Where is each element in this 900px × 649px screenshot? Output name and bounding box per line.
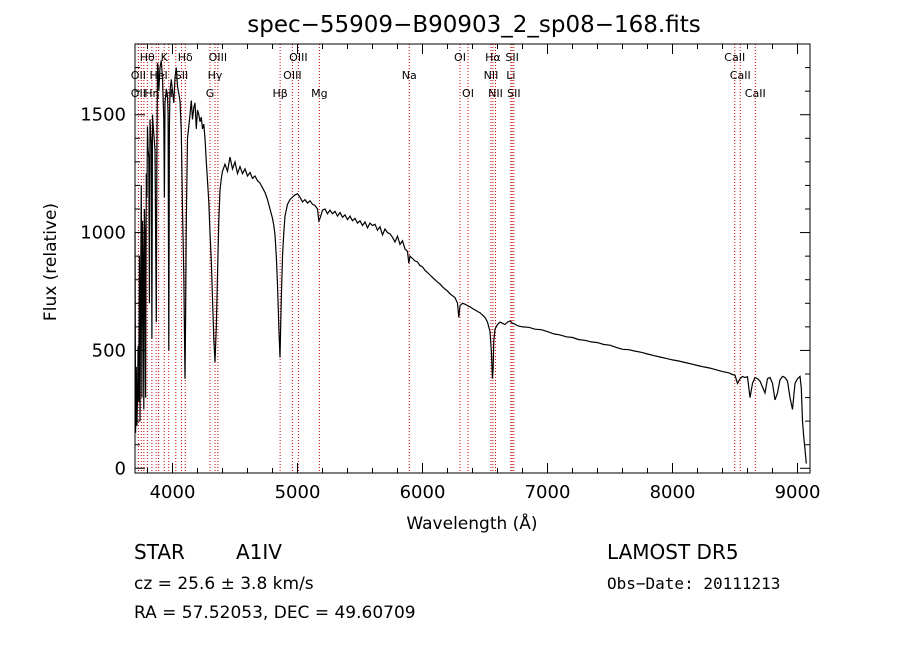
survey-name: LAMOST DR5 xyxy=(607,540,739,564)
line-label: Hα xyxy=(485,51,501,64)
spectrum xyxy=(134,60,807,464)
x-tick-label: 4000 xyxy=(150,482,196,503)
y-tick-label: 1500 xyxy=(80,105,126,126)
plot-axes xyxy=(134,43,811,474)
x-tick-labels: 4000 5000 6000 7000 8000 9000 xyxy=(150,482,821,503)
spectrum-line xyxy=(134,60,807,464)
line-label: OIII xyxy=(289,51,307,64)
line-label: OIII xyxy=(209,51,227,64)
line-label: Mg xyxy=(311,87,327,100)
x-tick-label: 5000 xyxy=(275,482,321,503)
line-label: G xyxy=(206,87,215,100)
line-label: NII xyxy=(484,69,499,82)
y-axis-label: Flux (relative) xyxy=(41,203,61,321)
line-label: OI xyxy=(462,87,474,100)
object-class: STAR xyxy=(134,540,185,564)
plot-frame xyxy=(134,43,811,474)
redshift-value: cz = 25.6 ± 3.8 km/s xyxy=(134,574,314,594)
line-label: H xyxy=(165,87,173,100)
emission-line-markers xyxy=(137,44,756,473)
x-axis-label: Wavelength (Å) xyxy=(406,512,537,534)
line-label: Hδ xyxy=(178,51,193,64)
observation-date: Obs−Date: 20111213 xyxy=(607,574,781,593)
x-tick-label: 9000 xyxy=(775,482,821,503)
line-label: OII xyxy=(131,87,146,100)
line-label: CaII xyxy=(730,69,751,82)
line-label: Hη xyxy=(144,87,159,100)
line-label: NII xyxy=(488,87,503,100)
y-tick-label: 1000 xyxy=(80,223,126,244)
line-label: Li xyxy=(506,69,515,82)
spectral-subclass: A1IV xyxy=(236,540,282,564)
y-tick-labels: 0 500 1000 1500 xyxy=(80,105,126,480)
line-labels: Hθ K Hδ OIII OIII OI Hα SII CaII OII HeI SII Hγ OIII N… xyxy=(131,51,766,100)
line-label: HeI xyxy=(149,69,167,82)
x-tick-label: 7000 xyxy=(525,482,571,503)
line-label: SII xyxy=(175,69,188,82)
chart-title: spec−55909−B90903_2_sp08−168.fits xyxy=(247,12,701,38)
line-label: Hγ xyxy=(208,69,223,82)
line-label: OI xyxy=(454,51,466,64)
line-label: CaII xyxy=(745,87,766,100)
y-tick-label: 500 xyxy=(92,340,126,361)
line-label: CaII xyxy=(724,51,745,64)
line-label: K xyxy=(161,51,169,64)
line-label: SII xyxy=(507,87,520,100)
coordinates: RA = 57.52053, DEC = 49.60709 xyxy=(134,603,416,623)
line-label: SII xyxy=(505,51,518,64)
line-label: OIII xyxy=(283,69,301,82)
line-label: Hβ xyxy=(272,87,287,100)
line-label: OII xyxy=(131,69,146,82)
x-tick-label: 6000 xyxy=(400,482,446,503)
line-label: Hθ xyxy=(140,51,155,64)
x-tick-label: 8000 xyxy=(650,482,696,503)
line-label: Na xyxy=(402,69,417,82)
y-tick-label: 0 xyxy=(115,458,126,479)
